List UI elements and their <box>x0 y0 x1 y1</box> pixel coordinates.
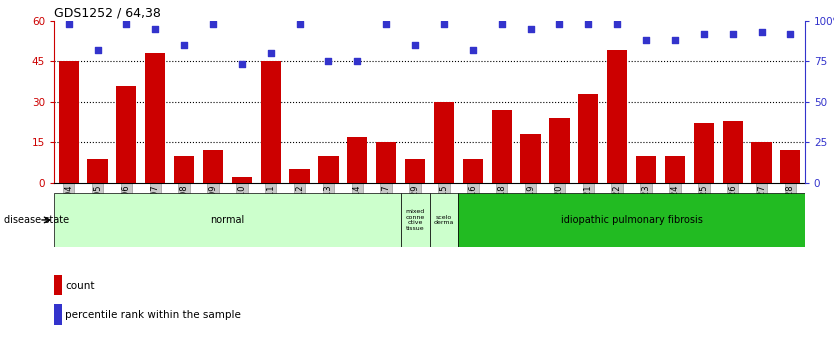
Bar <box>289 169 309 183</box>
Bar <box>376 142 396 183</box>
Point <box>726 31 739 37</box>
Bar <box>145 53 165 183</box>
Point <box>784 31 797 37</box>
Bar <box>54 304 62 325</box>
Point <box>206 21 219 27</box>
Point <box>264 50 278 56</box>
Bar <box>319 156 339 183</box>
Bar <box>347 137 368 183</box>
Point <box>755 29 768 35</box>
Bar <box>88 159 108 183</box>
Point <box>581 21 595 27</box>
Bar <box>434 102 454 183</box>
Point <box>553 21 566 27</box>
Bar <box>491 110 512 183</box>
Bar <box>203 150 223 183</box>
Point <box>668 37 681 43</box>
Bar <box>430 193 459 247</box>
Point <box>350 59 364 64</box>
Text: percentile rank within the sample: percentile rank within the sample <box>65 310 241 320</box>
Bar <box>174 156 194 183</box>
Bar <box>54 193 400 247</box>
Point <box>91 47 104 53</box>
Point <box>697 31 711 37</box>
Point <box>235 62 249 67</box>
Point <box>120 21 133 27</box>
Bar <box>665 156 685 183</box>
Bar <box>405 159 425 183</box>
Bar <box>459 193 805 247</box>
Bar <box>722 121 743 183</box>
Text: count: count <box>65 280 94 290</box>
Point <box>409 42 422 48</box>
Bar <box>54 275 62 295</box>
Text: disease state: disease state <box>4 215 69 225</box>
Point <box>293 21 306 27</box>
Bar <box>578 94 598 183</box>
Bar <box>781 150 801 183</box>
Point <box>437 21 450 27</box>
Bar <box>550 118 570 183</box>
Text: mixed
conne
ctive
tissue: mixed conne ctive tissue <box>405 209 425 230</box>
Bar <box>260 61 281 183</box>
Bar <box>58 61 78 183</box>
Point <box>495 21 509 27</box>
Bar <box>520 134 540 183</box>
Point <box>466 47 480 53</box>
Bar <box>400 193 430 247</box>
Text: normal: normal <box>210 215 244 225</box>
Point <box>62 21 75 27</box>
Bar <box>751 142 771 183</box>
Bar <box>232 177 252 183</box>
Text: idiopathic pulmonary fibrosis: idiopathic pulmonary fibrosis <box>560 215 702 225</box>
Text: scelo
derma: scelo derma <box>434 215 455 225</box>
Bar <box>694 124 714 183</box>
Bar <box>607 50 627 183</box>
Bar <box>463 159 483 183</box>
Point <box>524 26 537 32</box>
Bar <box>116 86 137 183</box>
Point <box>379 21 393 27</box>
Point <box>322 59 335 64</box>
Text: GDS1252 / 64,38: GDS1252 / 64,38 <box>54 7 161 20</box>
Point <box>148 26 162 32</box>
Point <box>178 42 191 48</box>
Point <box>610 21 624 27</box>
Bar <box>636 156 656 183</box>
Point <box>640 37 653 43</box>
